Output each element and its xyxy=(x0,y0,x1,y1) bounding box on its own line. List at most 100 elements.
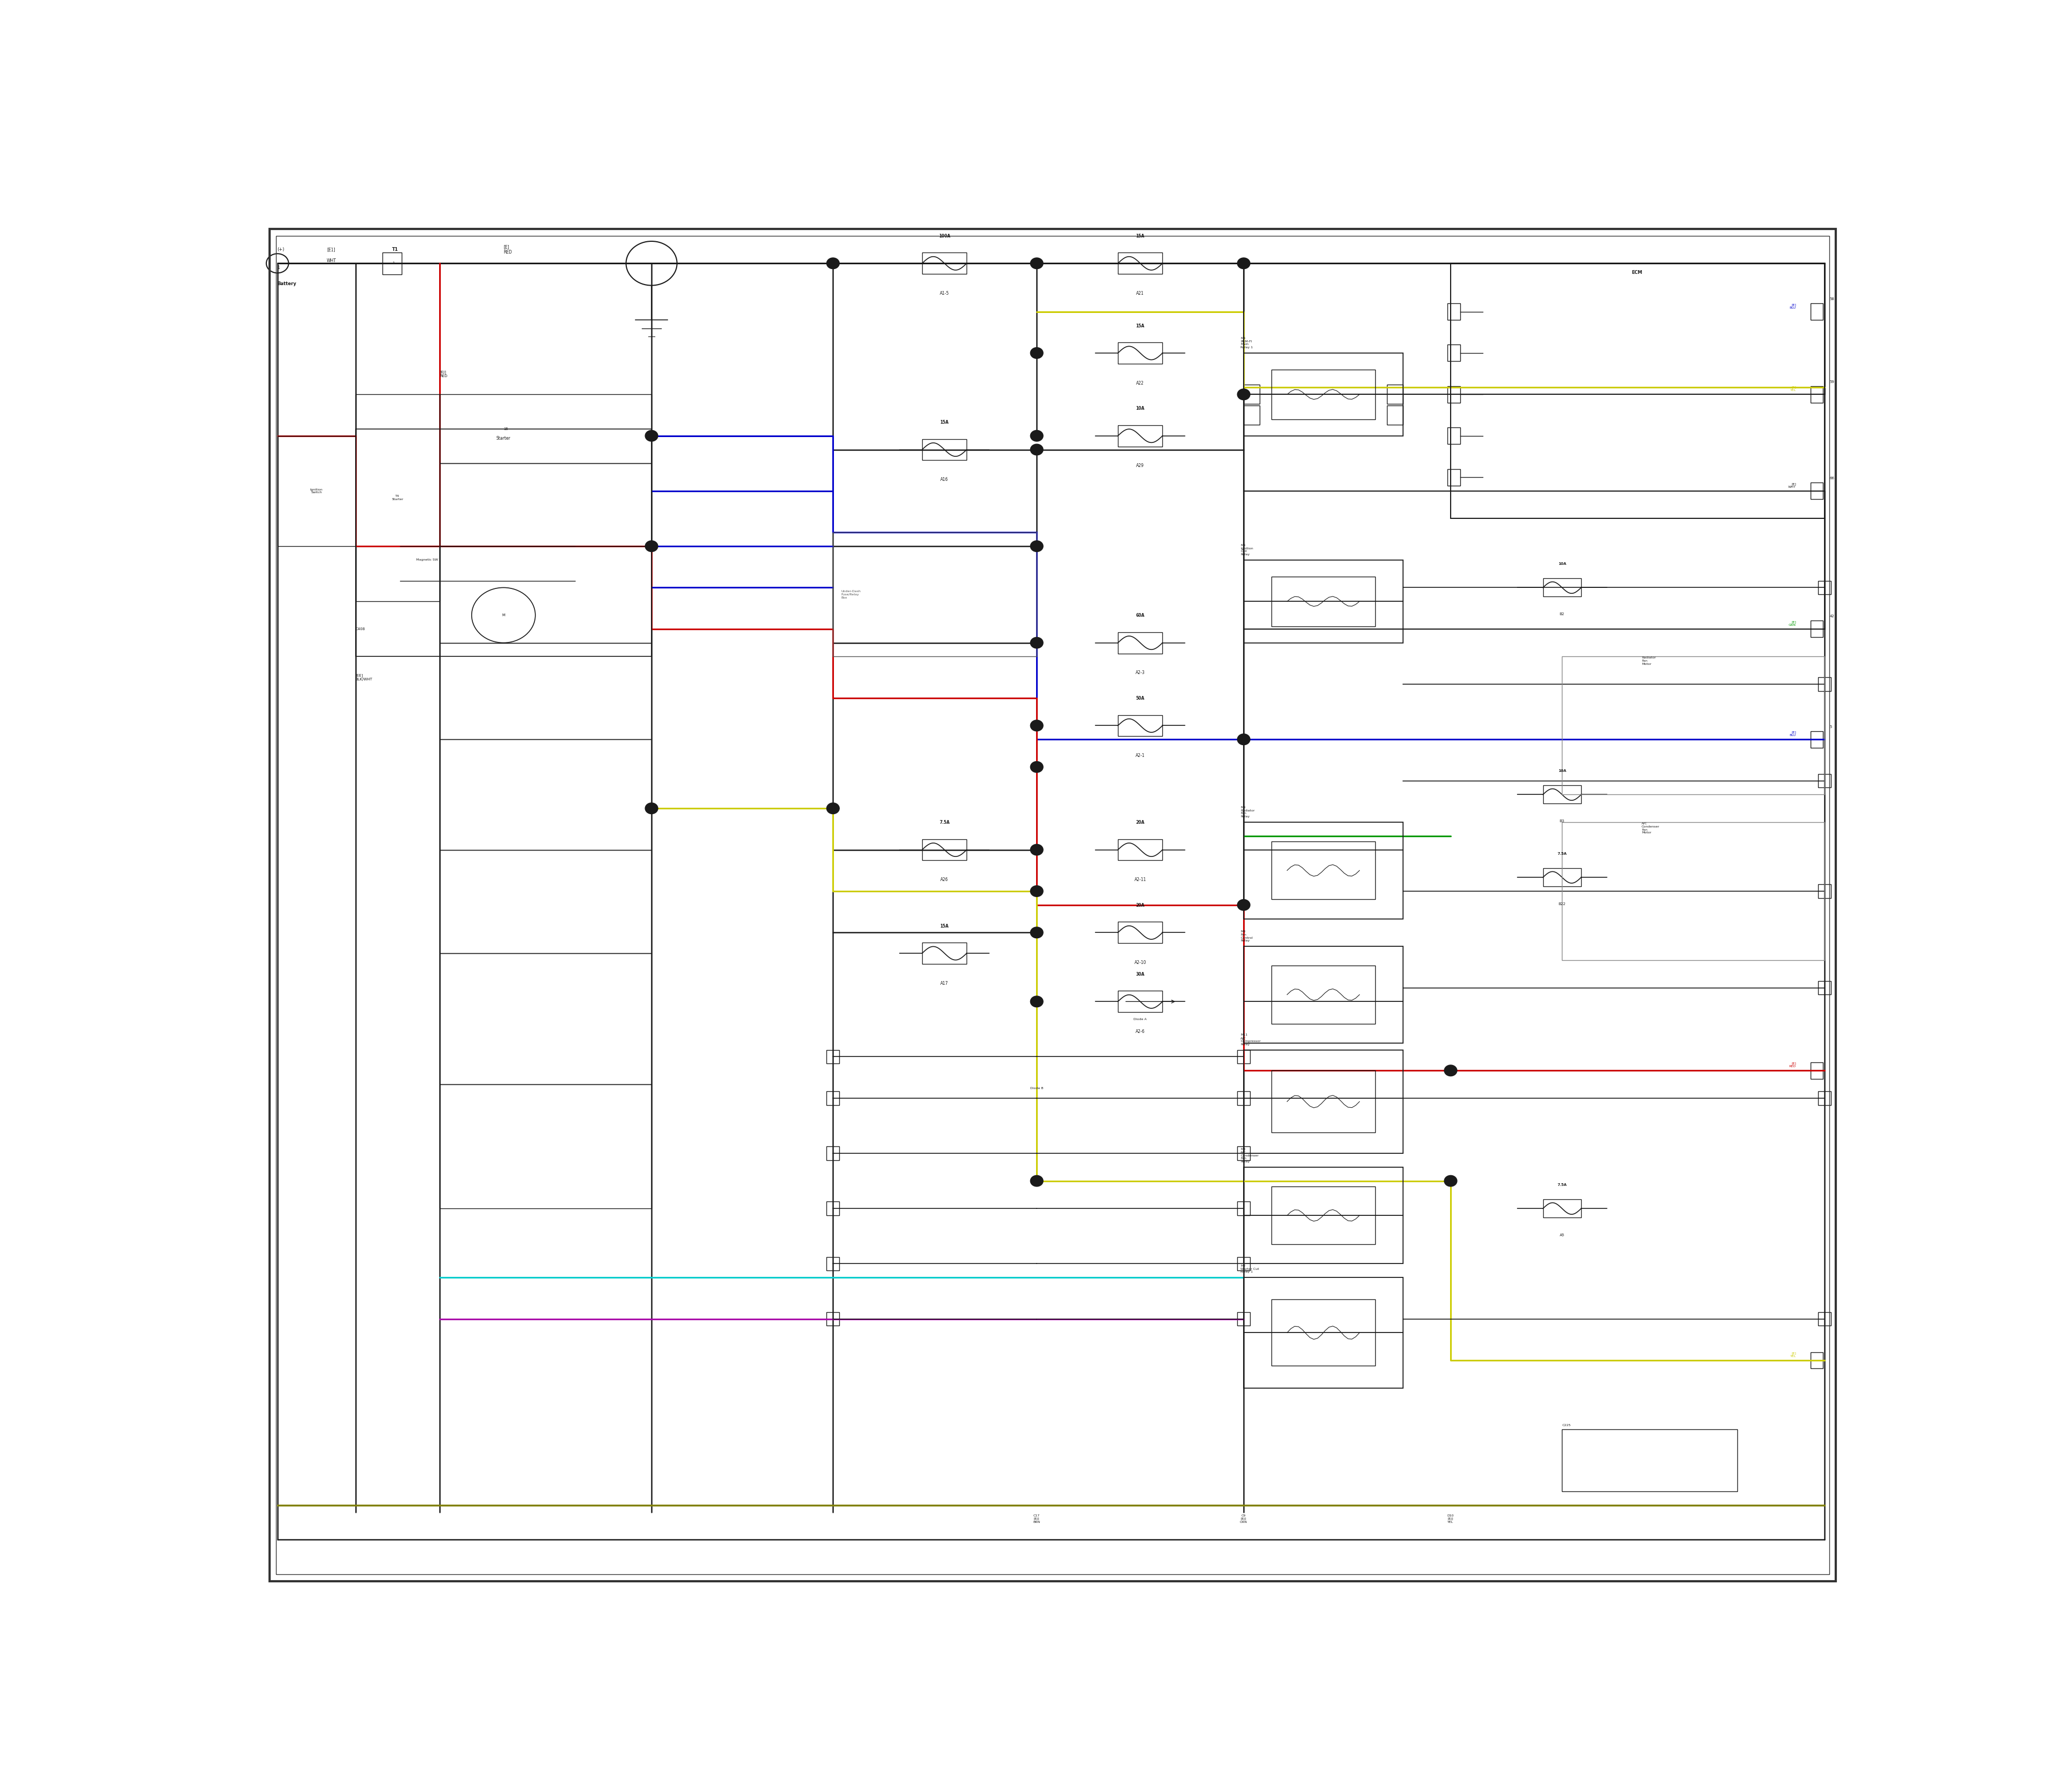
Bar xyxy=(1271,842,1374,900)
Circle shape xyxy=(826,258,840,269)
Bar xyxy=(922,439,967,461)
Bar xyxy=(1561,823,1824,961)
Text: 1: 1 xyxy=(277,265,279,271)
Bar xyxy=(1386,385,1403,403)
Bar xyxy=(826,1312,840,1326)
Bar xyxy=(1237,1147,1251,1159)
Text: 59: 59 xyxy=(1830,380,1834,383)
Text: D10
[EJ]
YEL: D10 [EJ] YEL xyxy=(1448,1514,1454,1523)
Text: 10A: 10A xyxy=(1559,563,1565,566)
Text: A2-3: A2-3 xyxy=(1136,670,1144,676)
Bar xyxy=(1810,1063,1824,1079)
Text: 66: 66 xyxy=(1830,477,1834,480)
Text: 10A: 10A xyxy=(1136,407,1144,410)
Bar xyxy=(1450,263,1824,518)
Bar xyxy=(1117,991,1163,1012)
Circle shape xyxy=(1031,258,1043,269)
Text: 15A: 15A xyxy=(941,419,949,425)
Circle shape xyxy=(1237,735,1251,745)
Text: [E]
RED: [E] RED xyxy=(503,244,511,254)
Text: T1: T1 xyxy=(392,247,398,253)
Text: 100A: 100A xyxy=(939,233,951,238)
Bar xyxy=(922,943,967,964)
Text: 7.5A: 7.5A xyxy=(1557,851,1567,855)
Bar xyxy=(1243,561,1403,643)
Bar xyxy=(1810,303,1824,321)
Bar xyxy=(1271,1186,1374,1244)
Bar xyxy=(1243,353,1403,435)
Bar xyxy=(1448,303,1460,321)
Text: 20A: 20A xyxy=(1136,821,1144,824)
Text: M3
A/C
Condenser
Fan
Relay: M3 A/C Condenser Fan Relay xyxy=(1241,1149,1259,1163)
Text: 15A: 15A xyxy=(1136,233,1144,238)
Text: [E]
GRN: [E] GRN xyxy=(1789,620,1795,627)
Text: A17: A17 xyxy=(941,980,949,986)
Bar xyxy=(1561,656,1824,794)
Circle shape xyxy=(1031,926,1043,937)
Text: 7.5A: 7.5A xyxy=(939,821,949,824)
Circle shape xyxy=(1444,1064,1456,1075)
Bar xyxy=(1818,980,1830,995)
Bar xyxy=(1117,342,1163,364)
Circle shape xyxy=(1031,996,1043,1007)
Bar xyxy=(1818,1091,1830,1106)
Text: Battery: Battery xyxy=(277,281,296,287)
Text: M2
Starter Cut
Relay 1: M2 Starter Cut Relay 1 xyxy=(1241,1265,1259,1274)
Text: 42: 42 xyxy=(1830,615,1834,618)
Text: A2-10: A2-10 xyxy=(1134,961,1146,964)
Text: Radiator
Fan
Motor: Radiator Fan Motor xyxy=(1641,656,1656,665)
Text: C408: C408 xyxy=(355,627,366,631)
Bar xyxy=(1543,1199,1582,1217)
Text: 20A: 20A xyxy=(1136,903,1144,909)
Text: A1-5: A1-5 xyxy=(941,290,949,296)
Text: A22: A22 xyxy=(1136,380,1144,385)
Circle shape xyxy=(1237,389,1251,400)
Bar xyxy=(826,1256,840,1271)
Text: Diode B: Diode B xyxy=(1031,1088,1043,1090)
Bar xyxy=(382,253,403,274)
Bar xyxy=(826,1147,840,1159)
Text: Magnetic SW: Magnetic SW xyxy=(415,559,438,561)
Text: A/C
Condenser
Fan
Motor: A/C Condenser Fan Motor xyxy=(1641,823,1660,833)
Bar xyxy=(355,428,651,656)
Text: ECM: ECM xyxy=(1631,271,1643,274)
Text: 60A: 60A xyxy=(1136,613,1144,618)
Text: M: M xyxy=(501,613,505,616)
Bar xyxy=(1543,869,1582,887)
Text: A5: A5 xyxy=(1559,1233,1565,1236)
Text: B2: B2 xyxy=(1559,613,1565,616)
Bar xyxy=(1243,1278,1403,1387)
Bar xyxy=(1117,253,1163,274)
Circle shape xyxy=(1031,720,1043,731)
Bar xyxy=(1543,579,1582,597)
Bar xyxy=(1237,1091,1251,1106)
Circle shape xyxy=(1031,844,1043,855)
Bar xyxy=(1117,715,1163,737)
Text: [E]
WHT: [E] WHT xyxy=(1789,482,1795,489)
Bar xyxy=(1810,731,1824,747)
Bar xyxy=(1243,1167,1403,1263)
Text: A29: A29 xyxy=(1136,464,1144,468)
Text: A26: A26 xyxy=(941,878,949,882)
Bar xyxy=(440,464,651,547)
Text: Under-Dash
Fuse/Relay
Box: Under-Dash Fuse/Relay Box xyxy=(840,590,861,599)
Text: A2-6: A2-6 xyxy=(1136,1029,1144,1034)
Bar xyxy=(1448,428,1460,444)
Bar xyxy=(1271,966,1374,1023)
Bar xyxy=(440,547,651,643)
Text: [EJ]
RED: [EJ] RED xyxy=(440,369,448,378)
Text: 7.5A: 7.5A xyxy=(1557,1183,1567,1186)
Bar xyxy=(1818,774,1830,788)
Circle shape xyxy=(1031,638,1043,649)
Bar xyxy=(1237,1202,1251,1215)
Bar xyxy=(1243,405,1259,425)
Bar xyxy=(1386,405,1403,425)
Bar xyxy=(1818,1312,1830,1326)
Text: T4
Starter: T4 Starter xyxy=(392,495,403,500)
Bar xyxy=(440,953,651,1084)
Circle shape xyxy=(1031,430,1043,441)
Bar xyxy=(1810,620,1824,638)
Bar xyxy=(440,1084,651,1208)
Circle shape xyxy=(1237,900,1251,910)
Bar xyxy=(826,1050,840,1064)
